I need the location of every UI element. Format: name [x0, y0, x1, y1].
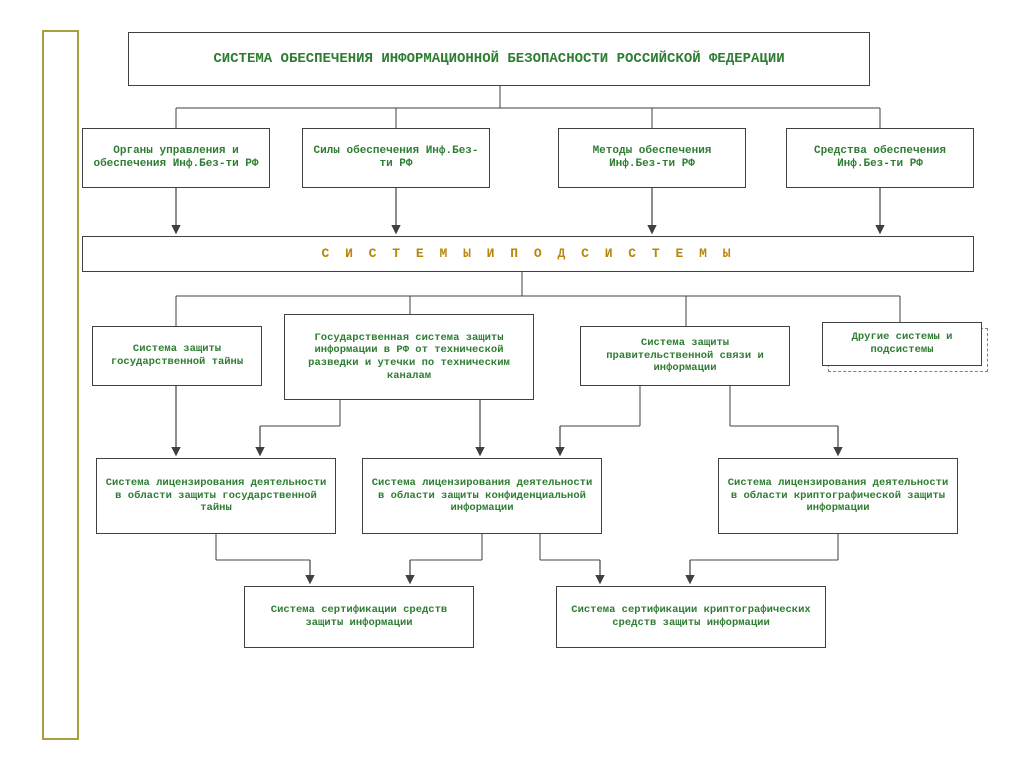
l2-box-3: Средства обеспечения Инф.Без-ти РФ — [786, 128, 974, 188]
l2-text-0: Органы управления и обеспечения Инф.Без-… — [87, 145, 265, 171]
l3-box-3: Другие системы и подсистемы — [822, 322, 982, 366]
l3-box-0: Система защиты государственной тайны — [92, 326, 262, 386]
l5-text-0: Система сертификации средств защиты инфо… — [249, 604, 469, 629]
title-box: СИСТЕМА ОБЕСПЕЧЕНИЯ ИНФОРМАЦИОННОЙ БЕЗОП… — [128, 32, 870, 86]
l5-box-0: Система сертификации средств защиты инфо… — [244, 586, 474, 648]
l4-text-2: Система лицензирования деятельности в об… — [723, 477, 953, 515]
l4-box-1: Система лицензирования деятельности в об… — [362, 458, 602, 534]
l2-text-2: Методы обеспечения Инф.Без-ти РФ — [563, 145, 741, 171]
band-box: С И С Т Е М Ы И П О Д С И С Т Е М Ы — [82, 236, 974, 272]
l5-text-1: Система сертификации криптографических с… — [561, 604, 821, 629]
l4-box-0: Система лицензирования деятельности в об… — [96, 458, 336, 534]
l3-text-0: Система защиты государственной тайны — [97, 343, 257, 368]
title-text: СИСТЕМА ОБЕСПЕЧЕНИЯ ИНФОРМАЦИОННОЙ БЕЗОП… — [213, 51, 784, 68]
l3-box-1: Государственная система защиты информаци… — [284, 314, 534, 400]
l2-text-1: Силы обеспечения Инф.Без-ти РФ — [307, 145, 485, 171]
l3-box-2: Система защиты правительственной связи и… — [580, 326, 790, 386]
l2-box-2: Методы обеспечения Инф.Без-ти РФ — [558, 128, 746, 188]
l2-text-3: Средства обеспечения Инф.Без-ти РФ — [791, 145, 969, 171]
l3-text-1: Государственная система защиты информаци… — [289, 332, 529, 382]
outer-frame — [42, 30, 79, 740]
l2-box-0: Органы управления и обеспечения Инф.Без-… — [82, 128, 270, 188]
l4-text-0: Система лицензирования деятельности в об… — [101, 477, 331, 515]
l3-text-3: Другие системы и подсистемы — [827, 331, 977, 356]
l5-box-1: Система сертификации криптографических с… — [556, 586, 826, 648]
l2-box-1: Силы обеспечения Инф.Без-ти РФ — [302, 128, 490, 188]
band-text: С И С Т Е М Ы И П О Д С И С Т Е М Ы — [321, 246, 734, 262]
l3-text-2: Система защиты правительственной связи и… — [585, 337, 785, 375]
l4-text-1: Система лицензирования деятельности в об… — [367, 477, 597, 515]
l4-box-2: Система лицензирования деятельности в об… — [718, 458, 958, 534]
